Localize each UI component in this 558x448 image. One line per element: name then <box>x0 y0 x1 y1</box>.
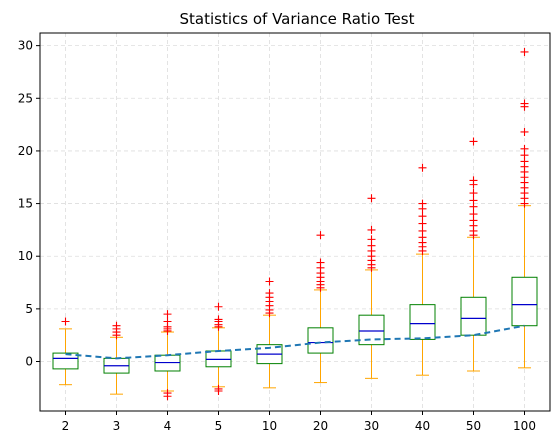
y-tick-label: 15 <box>18 197 33 211</box>
outlier-point <box>61 317 70 326</box>
outliers <box>61 47 529 401</box>
outlier-point <box>418 226 427 235</box>
box-100 <box>511 276 538 327</box>
outlier-point <box>214 302 223 311</box>
outlier-point <box>418 219 427 228</box>
x-axis: 2 3 4 5 10 20 30 40 50 100 <box>62 411 536 433</box>
outlier-point <box>214 386 223 395</box>
y-tick-label: 25 <box>18 91 33 105</box>
box-2 <box>52 352 79 370</box>
x-tick-label: 5 <box>215 419 223 433</box>
outlier-point <box>316 231 325 240</box>
boxes <box>52 276 538 374</box>
x-tick-label: 100 <box>513 419 536 433</box>
outlier-point <box>367 225 376 234</box>
x-tick-label: 4 <box>164 419 172 433</box>
y-tick-label: 30 <box>18 39 33 53</box>
x-tick-label: 20 <box>313 419 328 433</box>
outlier-point <box>520 127 529 136</box>
outlier-point <box>469 210 478 219</box>
y-axis: 0 5 10 15 20 25 30 <box>18 39 40 369</box>
x-tick-label: 40 <box>415 419 430 433</box>
outlier-point <box>367 235 376 244</box>
outlier-point <box>520 99 529 108</box>
y-tick-label: 10 <box>18 249 33 263</box>
expected-line <box>65 324 525 360</box>
outlier-point <box>520 47 529 56</box>
box-40 <box>409 304 436 340</box>
box-20 <box>307 327 334 354</box>
outlier-point <box>265 289 274 298</box>
x-tick-label: 2 <box>62 419 70 433</box>
whiskers <box>59 205 531 395</box>
outlier-point <box>265 277 274 286</box>
x-tick-label: 50 <box>466 419 481 433</box>
y-tick-label: 0 <box>25 355 33 369</box>
y-tick-label: 5 <box>25 302 33 316</box>
outlier-point <box>163 310 172 319</box>
outlier-point <box>163 392 172 401</box>
box-30 <box>358 314 385 346</box>
outlier-point <box>469 189 478 198</box>
outlier-point <box>469 137 478 146</box>
outlier-point <box>469 196 478 205</box>
plot-area-frame <box>39 32 551 412</box>
outlier-point <box>469 176 478 185</box>
expected-value-line <box>65 324 525 360</box>
y-tick-label: 20 <box>18 144 33 158</box>
outlier-point <box>520 144 529 153</box>
outlier-point <box>112 321 121 330</box>
outlier-point <box>418 199 427 208</box>
outlier-point <box>367 194 376 203</box>
outlier-point <box>418 212 427 221</box>
outlier-point <box>214 315 223 324</box>
outlier-point <box>316 258 325 267</box>
outlier-point <box>418 163 427 172</box>
x-tick-label: 10 <box>262 419 277 433</box>
outlier-point <box>163 317 172 326</box>
x-tick-label: 3 <box>113 419 121 433</box>
chart-title: Statistics of Variance Ratio Test <box>180 10 415 28</box>
box-50 <box>460 296 487 336</box>
x-tick-label: 30 <box>364 419 379 433</box>
